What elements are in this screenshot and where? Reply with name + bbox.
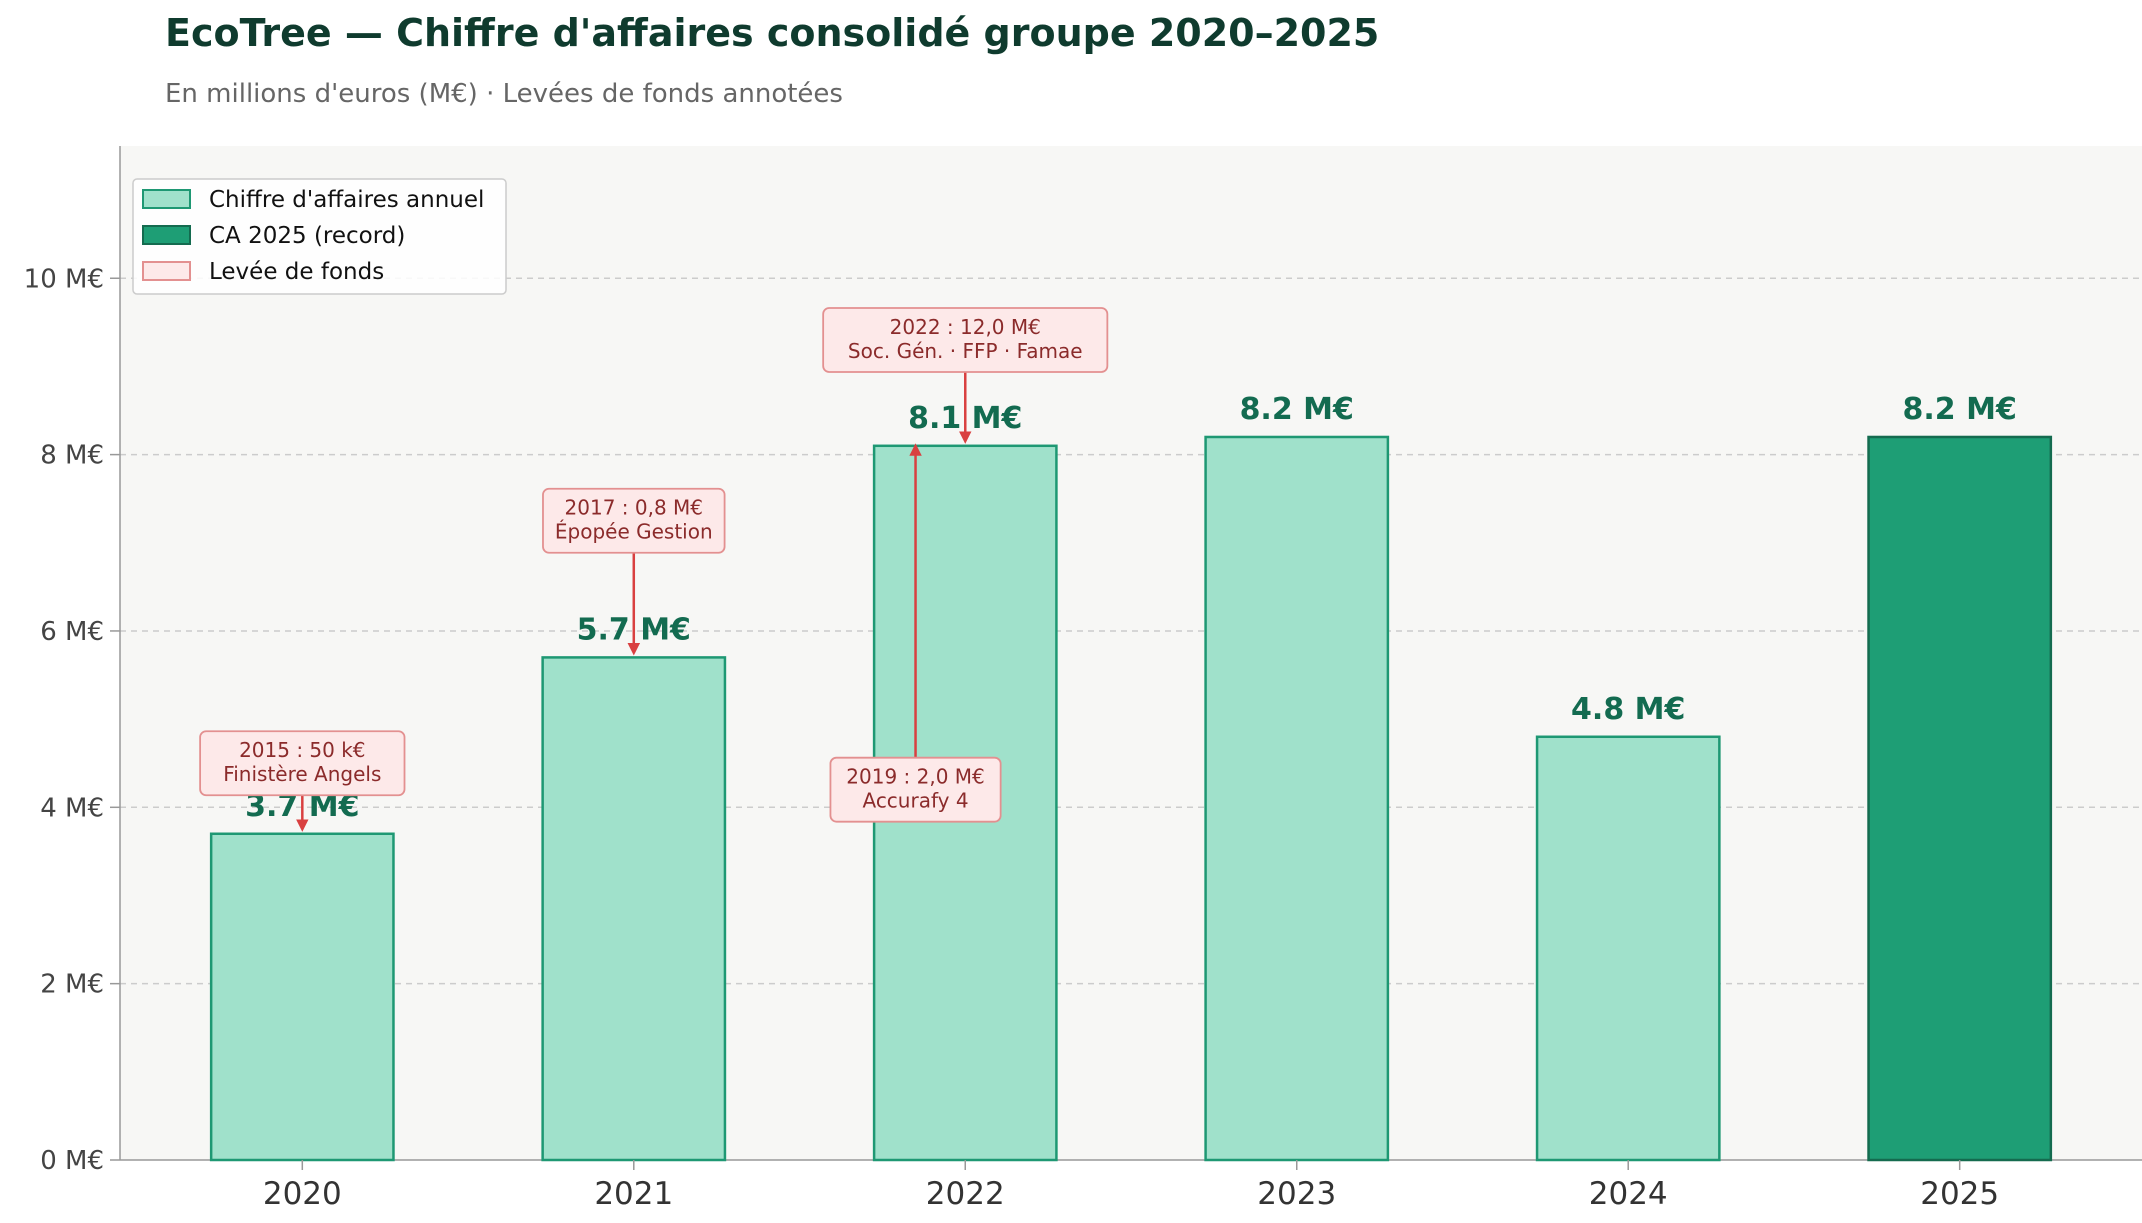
x-tick-label: 2022 (926, 1176, 1005, 1212)
value-label: 8.2 M€ (1903, 392, 2017, 427)
funding-text: Soc. Gén. · FFP · Famae (848, 339, 1083, 363)
y-tick-label: 2 M€ (40, 970, 104, 1000)
bar-2020 (209, 832, 395, 1162)
x-tick-label: 2023 (1257, 1176, 1336, 1212)
bar-2021 (541, 656, 727, 1162)
y-tick-label: 4 M€ (40, 793, 104, 823)
chart-title: EcoTree — Chiffre d'affaires consolidé g… (165, 11, 1379, 55)
funding-text: 2017 : 0,8 M€ (565, 496, 704, 520)
funding-annotation: 2019 : 2,0 M€Accurafy 4 (829, 443, 1002, 823)
y-tick-label: 0 M€ (40, 1146, 104, 1176)
funding-text: Finistère Angels (223, 762, 381, 786)
value-label: 8.2 M€ (1240, 392, 1354, 427)
funding-box (199, 730, 406, 797)
legend-swatch-funding (142, 261, 191, 281)
legend-label: Levée de fonds (209, 259, 384, 285)
plot-background (120, 146, 2142, 1160)
legend-frame (132, 178, 507, 295)
x-tick-label: 2024 (1589, 1176, 1668, 1212)
funding-text: 2015 : 50 k€ (239, 738, 365, 762)
funding-text: 2019 : 2,0 M€ (846, 765, 985, 789)
y-tick-label: 8 M€ (40, 441, 104, 471)
y-tick-label: 10 M€ (24, 264, 104, 294)
bar-2025 (1867, 435, 2053, 1162)
funding-box (822, 307, 1109, 373)
legend: Chiffre d'affaires annuel CA 2025 (record… (132, 178, 507, 295)
chart-subtitle: En millions d'euros (M€) · Levées de fon… (165, 79, 843, 109)
funding-annotation: 2022 : 12,0 M€Soc. Gén. · FFP · Famae (822, 307, 1109, 444)
bar-2023 (1204, 435, 1390, 1162)
legend-swatch-bar (142, 189, 191, 209)
funding-box (542, 487, 726, 554)
legend-label: Chiffre d'affaires annuel (209, 187, 484, 213)
bar-2024 (1535, 735, 1721, 1162)
funding-text: Accurafy 4 (862, 789, 968, 813)
funding-text: 2022 : 12,0 M€ (890, 315, 1041, 339)
legend-label: CA 2025 (record) (209, 223, 405, 249)
x-tick-label: 2020 (263, 1176, 342, 1212)
value-label: 4.8 M€ (1571, 692, 1685, 727)
x-tick-label: 2025 (1920, 1176, 1999, 1212)
funding-text: Épopée Gestion (555, 520, 713, 544)
funding-annotation: 2017 : 0,8 M€Épopée Gestion (542, 487, 726, 656)
legend-swatch-highlight (142, 225, 191, 245)
funding-box (829, 756, 1002, 823)
funding-annotation: 2015 : 50 k€Finistère Angels (199, 730, 406, 832)
x-tick-label: 2021 (594, 1176, 673, 1212)
y-tick-label: 6 M€ (40, 617, 104, 647)
